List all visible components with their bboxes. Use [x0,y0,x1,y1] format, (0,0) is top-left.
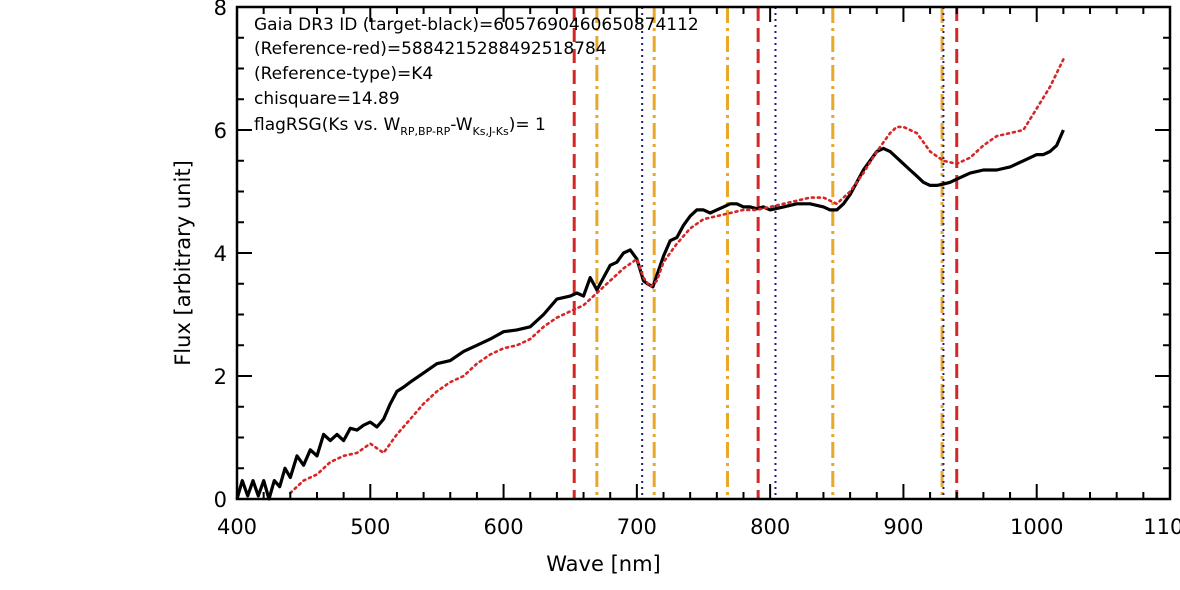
annotation-reference-type: (Reference-type)=K4 [254,64,433,84]
vertical-lines [572,7,959,499]
x-axis-label: Wave [nm] [546,552,660,576]
ticks [236,6,1171,500]
annotation-block: Gaia DR3 ID (target-black)=6057690460650… [254,15,699,138]
x-tick-label: 700 [617,515,657,539]
flag-sub1: RP,BP-RP [400,125,450,138]
series-line-reference [288,57,1065,495]
x-tick-label: 800 [750,515,790,539]
x-tick-label: 900 [883,515,923,539]
y-tick-label: 0 [214,488,227,512]
annotation-gaia-id: Gaia DR3 ID (target-black)=6057690460650… [254,15,699,35]
y-tick-label: 4 [214,242,227,266]
flag-suffix: )= 1 [509,115,546,135]
flag-sub2: Ks,J-Ks [473,125,509,138]
flag-mid: -W [450,115,472,135]
x-tick-label: 400 [217,515,257,539]
y-tick-label: 6 [214,119,227,143]
x-tick-label: 1000 [1010,515,1063,539]
annotation-reference-id: (Reference-red)=5884215288492518784 [254,39,607,59]
x-tick-label: 600 [484,515,524,539]
y-tick-label: 2 [214,365,227,389]
x-tick-label: 500 [350,515,390,539]
series-line-target [235,129,1065,501]
annotation-flag-rsg: flagRSG(Ks vs. WRP,BP-RP-WKs,J-Ks)= 1 [254,115,546,138]
flag-prefix: flagRSG(Ks vs. W [254,115,400,135]
y-tick-label: 8 [214,0,227,20]
y-axis-label: Flux [arbitrary unit] [171,160,195,366]
series-group [235,57,1065,501]
annotation-chisquare: chisquare=14.89 [254,89,400,109]
